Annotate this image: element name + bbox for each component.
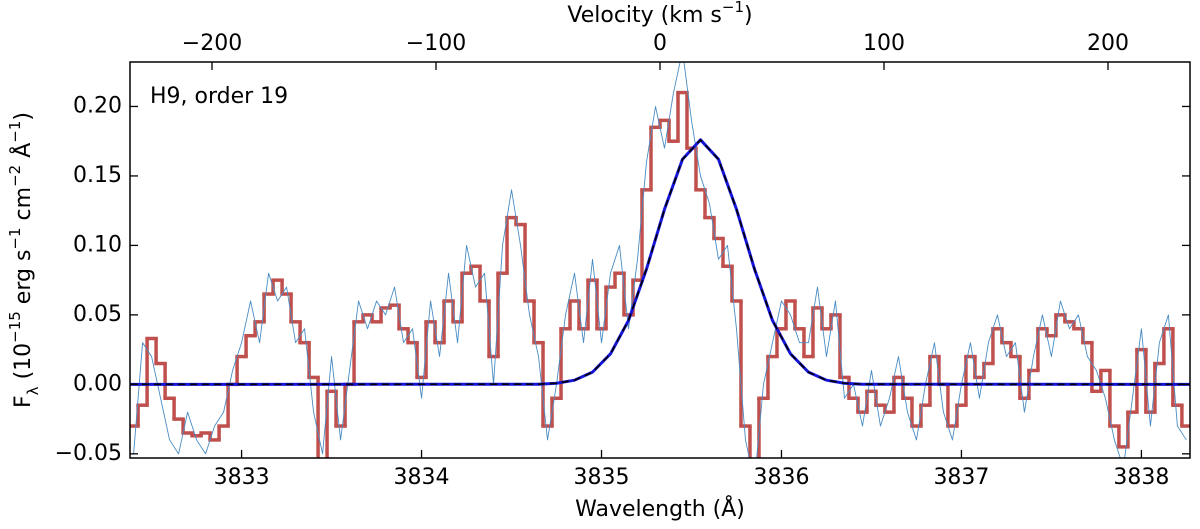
- label-part: λ: [24, 386, 42, 395]
- y-tick-label: 0.00: [73, 371, 122, 396]
- plot-area: [130, 62, 1190, 458]
- y-tick-label: 0.20: [73, 93, 122, 118]
- top-tick-label: −100: [406, 31, 466, 56]
- y-tick-label: 0.10: [73, 232, 122, 257]
- top-tick-label: 100: [863, 31, 905, 56]
- top-tick-label: 0: [653, 31, 667, 56]
- x-tick-label: 3837: [933, 465, 989, 490]
- label-part: ): [744, 3, 753, 28]
- x-axis-label: Wavelength (Å): [575, 495, 745, 522]
- y-tick-label: −0.05: [55, 441, 122, 466]
- x-tick-label: 3836: [753, 465, 809, 490]
- label-part: cm: [11, 187, 36, 228]
- x-tick-label: 3834: [394, 465, 450, 490]
- x-tick-label: 3833: [214, 465, 270, 490]
- label-part: F: [11, 395, 36, 408]
- series-line: [130, 139, 1190, 386]
- label-part: −1: [6, 121, 24, 143]
- x-tick-label: 3838: [1113, 465, 1169, 490]
- y-tick-label: 0.15: [73, 163, 122, 188]
- series-line: [130, 138, 1190, 386]
- series-line: [133, 62, 1187, 458]
- y-axis-label: Fλ (10−15 erg s−1 cm−2 Å−1): [6, 112, 42, 408]
- label-part: ): [11, 112, 36, 121]
- label-part: −2: [6, 165, 24, 187]
- top-tick-label: 200: [1087, 31, 1129, 56]
- top-tick-label: −200: [182, 31, 242, 56]
- x-tick-label: 3835: [574, 465, 630, 490]
- label-part: −15: [6, 311, 24, 343]
- top-axis-label: Velocity (km s−1): [567, 0, 752, 28]
- label-part: Å: [9, 143, 36, 165]
- annotation: H9, order 19: [150, 84, 288, 109]
- label-part: erg s: [11, 250, 36, 312]
- label-part: Velocity (km s: [567, 3, 722, 28]
- label-part: (10: [11, 343, 36, 387]
- y-tick-label: 0.05: [73, 302, 122, 327]
- label-part: −1: [6, 227, 24, 249]
- label-part: −1: [722, 0, 744, 16]
